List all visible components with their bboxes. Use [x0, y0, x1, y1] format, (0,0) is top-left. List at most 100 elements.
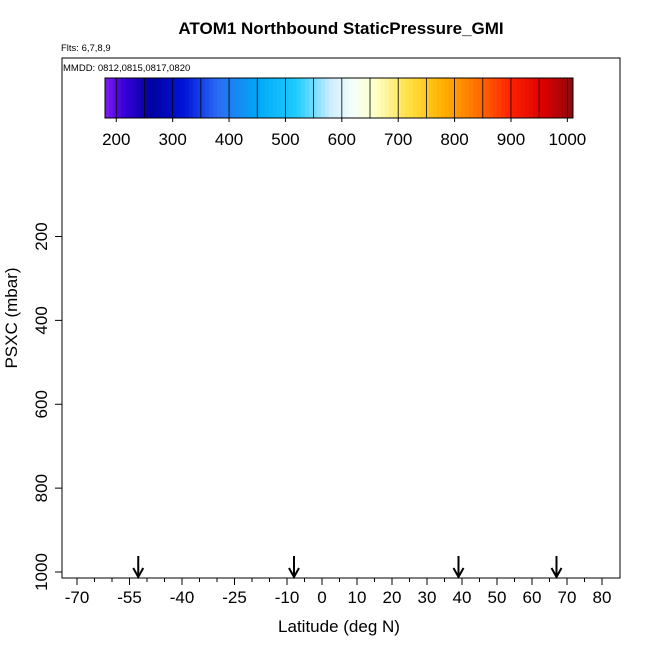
obs-marker	[438, 407, 443, 412]
obs-marker	[258, 252, 263, 257]
obs-marker	[285, 497, 290, 502]
obs-marker	[121, 468, 126, 473]
x-tick-label: 20	[383, 588, 402, 607]
colorbar-segment	[137, 78, 142, 118]
obs-marker	[137, 519, 142, 524]
obs-marker	[362, 289, 367, 294]
obs-marker	[319, 515, 324, 520]
obs-marker	[562, 423, 567, 428]
colorbar-segment	[525, 78, 530, 118]
obs-marker	[539, 315, 544, 320]
obs-marker	[443, 551, 448, 556]
colorbar-segment	[505, 78, 510, 118]
obs-marker	[120, 233, 125, 238]
obs-marker	[563, 319, 568, 324]
colorbar-segment	[301, 78, 306, 118]
obs-marker	[407, 315, 412, 320]
colorbar-segment	[441, 78, 446, 118]
obs-marker	[295, 425, 300, 430]
obs-marker	[106, 233, 111, 238]
obs-marker	[583, 484, 588, 489]
obs-marker	[582, 386, 587, 391]
obs-marker	[233, 555, 238, 560]
colorbar-segment	[273, 78, 278, 118]
obs-marker	[525, 427, 530, 432]
obs-marker	[484, 340, 489, 345]
colorbar-segment	[245, 78, 250, 118]
colorbar-segment	[497, 78, 502, 118]
colorbar-segment	[249, 78, 254, 118]
obs-marker	[225, 263, 230, 268]
colorbar-segment	[381, 78, 386, 118]
colorbar-segment	[165, 78, 170, 118]
obs-marker	[572, 456, 577, 461]
colorbar-segment	[333, 78, 338, 118]
obs-marker	[131, 319, 136, 324]
obs-marker	[94, 395, 99, 400]
obs-marker	[513, 378, 518, 383]
obs-marker	[341, 528, 346, 533]
obs-marker	[129, 415, 134, 420]
obs-marker	[586, 284, 591, 289]
obs-marker	[286, 426, 291, 431]
colorbar-segment	[549, 78, 554, 118]
obs-marker	[169, 542, 174, 547]
obs-marker	[569, 293, 574, 298]
obs-marker	[133, 253, 138, 258]
x-tick-label: 40	[453, 588, 472, 607]
obs-marker	[137, 321, 142, 326]
colorbar-segment	[305, 78, 310, 118]
obs-marker	[262, 413, 267, 418]
colorbar-tick-label: 900	[497, 130, 525, 149]
colorbar-segment	[297, 78, 302, 118]
obs-marker	[561, 428, 566, 433]
obs-marker	[585, 302, 590, 307]
obs-marker	[577, 293, 582, 298]
x-tick-label: -55	[117, 588, 142, 607]
obs-marker	[428, 359, 433, 364]
obs-marker	[573, 515, 578, 520]
colorbar-segment	[317, 78, 322, 118]
annotation-flights: Flts: 6,7,8,9	[61, 43, 111, 54]
obs-marker	[411, 378, 416, 383]
obs-marker	[488, 483, 493, 488]
colorbar-segment	[117, 78, 122, 118]
obs-marker	[509, 259, 514, 264]
colorbar-segment	[169, 78, 174, 118]
obs-marker	[561, 519, 566, 524]
obs-marker	[495, 410, 500, 415]
y-tick-label: 600	[32, 390, 51, 418]
obs-marker	[534, 541, 539, 546]
colorbar-segment	[113, 78, 118, 118]
obs-marker	[111, 265, 116, 270]
obs-marker	[187, 564, 192, 569]
colorbar-tick-label: 300	[158, 130, 186, 149]
obs-marker	[336, 451, 341, 456]
obs-marker	[580, 519, 585, 524]
obs-marker	[546, 497, 551, 502]
x-tick-label: 10	[348, 588, 367, 607]
obs-marker	[579, 382, 584, 387]
obs-marker	[310, 555, 315, 560]
colorbar-segment	[329, 78, 334, 118]
obs-marker	[94, 472, 99, 477]
obs-marker	[449, 360, 454, 365]
colorbar-segment	[261, 78, 266, 118]
colorbar-tick-label: 800	[440, 130, 468, 149]
obs-marker	[548, 445, 553, 450]
colorbar-segment	[465, 78, 470, 118]
x-tick-label: 80	[593, 588, 612, 607]
obs-marker	[360, 376, 365, 381]
colorbar-segment	[241, 78, 246, 118]
obs-marker	[582, 405, 587, 410]
x-tick-label: -10	[275, 588, 300, 607]
obs-marker	[217, 546, 222, 551]
obs-marker	[478, 560, 483, 565]
obs-marker	[513, 237, 518, 242]
colorbar-segment	[357, 78, 362, 118]
obs-marker	[575, 262, 580, 267]
obs-marker	[453, 560, 458, 565]
obs-marker	[307, 265, 312, 270]
obs-marker	[146, 521, 151, 526]
obs-marker	[350, 460, 355, 465]
